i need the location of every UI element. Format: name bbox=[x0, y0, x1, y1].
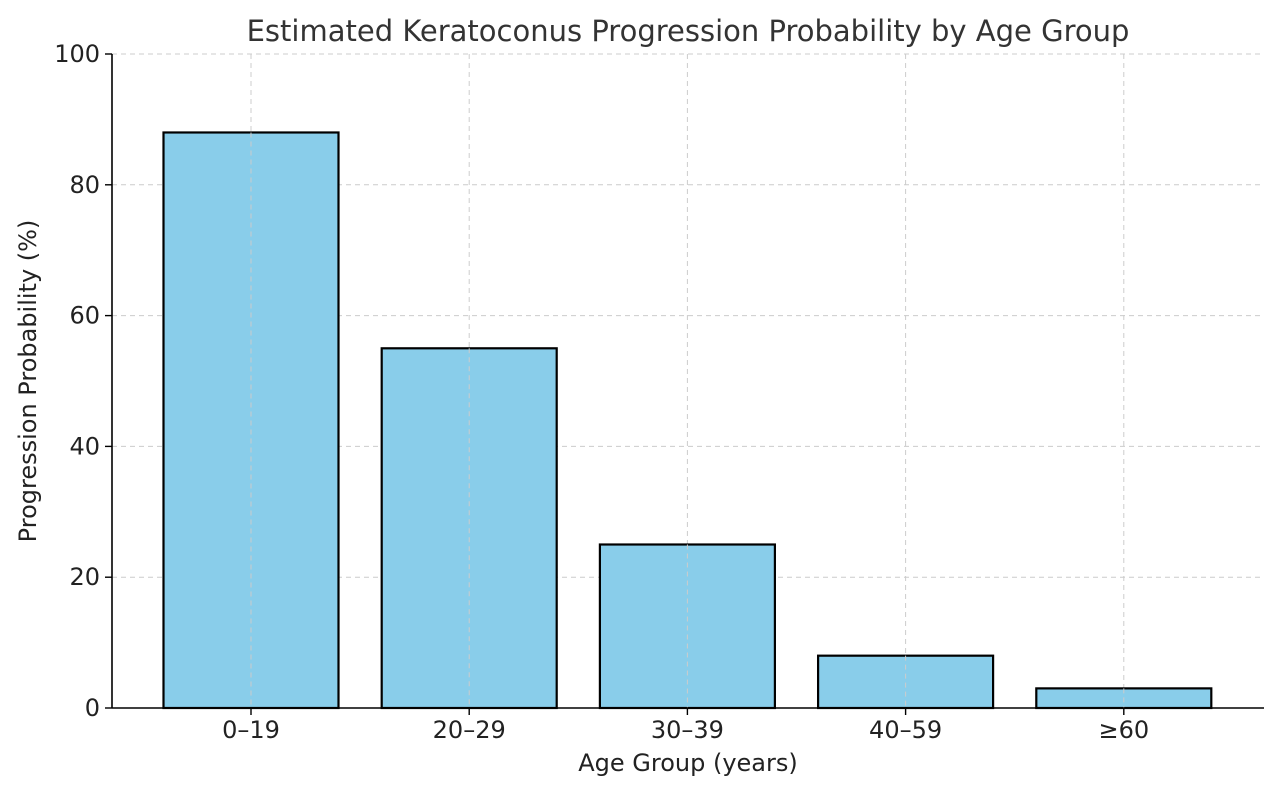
chart-title: Estimated Keratoconus Progression Probab… bbox=[247, 14, 1130, 48]
y-tick-label: 100 bbox=[54, 40, 100, 68]
tick-labels-layer: 0 20 40 60 80 100 0–19 20–29 30–39 40–59 ≥60 bbox=[54, 40, 1149, 744]
bar-1 bbox=[380, 347, 558, 710]
x-tick-label: 30–39 bbox=[651, 716, 724, 744]
bar-3 bbox=[816, 654, 995, 710]
axes-layer bbox=[105, 53, 1264, 715]
y-axis-title: Progression Probability (%) bbox=[14, 220, 42, 543]
y-tick-label: 60 bbox=[69, 302, 100, 330]
x-tick-label: 0–19 bbox=[222, 716, 280, 744]
x-tick-label: ≥60 bbox=[1098, 716, 1149, 744]
y-tick-label: 80 bbox=[69, 171, 100, 199]
y-tick-label: 40 bbox=[69, 432, 100, 460]
x-tick-label: 20–29 bbox=[433, 716, 506, 744]
y-tick-label: 0 bbox=[85, 694, 100, 722]
y-tick-label: 20 bbox=[69, 563, 100, 591]
x-tick-label: 40–59 bbox=[869, 716, 942, 744]
bars-layer bbox=[162, 131, 1213, 710]
x-axis-title: Age Group (years) bbox=[578, 749, 798, 777]
